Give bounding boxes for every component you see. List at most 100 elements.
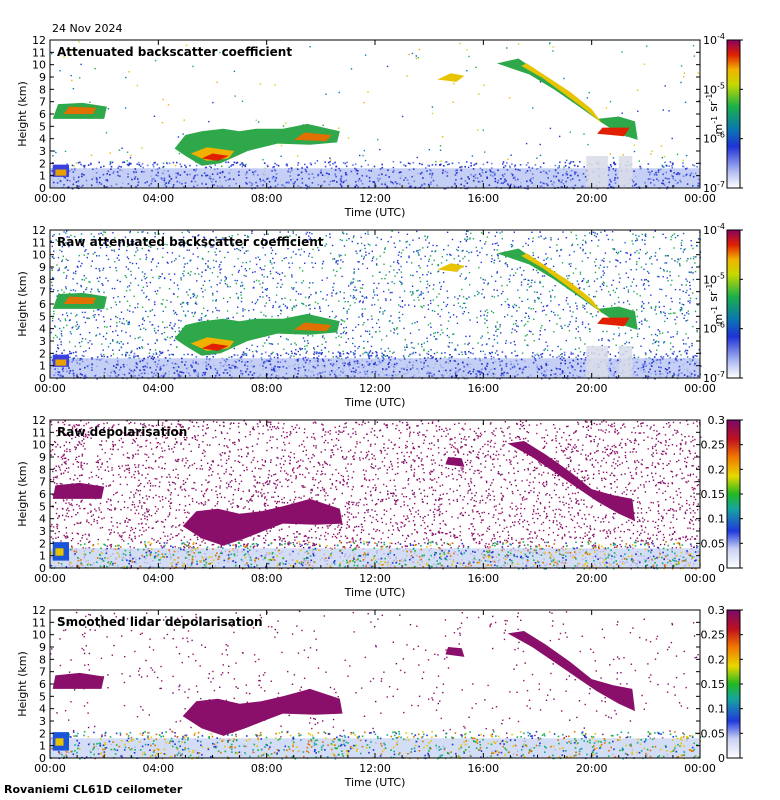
boundary-layer-pixel bbox=[144, 365, 146, 368]
noise-pixel bbox=[236, 248, 238, 250]
noise-pixel bbox=[182, 273, 184, 275]
noise-pixel bbox=[283, 236, 286, 238]
noise-pixel bbox=[353, 296, 356, 299]
noise-pixel bbox=[164, 306, 167, 308]
boundary-layer-pixel bbox=[316, 360, 319, 362]
noise-pixel bbox=[663, 166, 665, 168]
noise-pixel bbox=[194, 311, 196, 314]
noise-pixel bbox=[174, 165, 177, 167]
noise-pixel bbox=[541, 378, 543, 380]
noise-pixel bbox=[601, 337, 603, 340]
noise-pixel bbox=[201, 271, 203, 273]
noise-pixel bbox=[663, 305, 665, 308]
noise-pixel bbox=[539, 154, 542, 157]
boundary-layer-pixel bbox=[642, 366, 645, 368]
noise-pixel bbox=[416, 290, 418, 292]
noise-pixel bbox=[215, 299, 217, 301]
noise-pixel bbox=[167, 104, 170, 106]
boundary-layer-pixel bbox=[274, 185, 277, 188]
boundary-layer-pixel bbox=[521, 371, 524, 374]
boundary-layer-pixel bbox=[454, 169, 457, 172]
boundary-layer-pixel bbox=[116, 376, 118, 378]
noise-pixel bbox=[147, 315, 149, 318]
boundary-layer-pixel bbox=[266, 178, 268, 180]
noise-pixel bbox=[453, 333, 455, 335]
noise-pixel bbox=[478, 93, 480, 95]
noise-pixel bbox=[320, 290, 322, 293]
boundary-layer-pixel bbox=[194, 174, 196, 177]
noise-pixel bbox=[527, 298, 529, 301]
boundary-layer-pixel bbox=[353, 375, 356, 377]
boundary-layer-pixel bbox=[542, 170, 545, 172]
boundary-layer-pixel bbox=[527, 162, 529, 164]
boundary-layer-pixel bbox=[271, 177, 274, 180]
boundary-layer-pixel bbox=[180, 165, 183, 168]
noise-pixel bbox=[506, 264, 508, 266]
noise-pixel bbox=[272, 305, 274, 307]
boundary-layer-pixel bbox=[116, 363, 118, 366]
noise-pixel bbox=[546, 304, 549, 307]
noise-pixel bbox=[284, 377, 286, 380]
noise-pixel bbox=[81, 311, 84, 314]
noise-pixel bbox=[95, 267, 97, 270]
noise-pixel bbox=[650, 294, 652, 296]
boundary-layer-pixel bbox=[659, 168, 662, 171]
boundary-layer-pixel bbox=[634, 371, 636, 373]
noise-pixel bbox=[434, 310, 436, 312]
noise-pixel bbox=[662, 233, 664, 235]
noise-pixel bbox=[545, 314, 547, 316]
noise-pixel bbox=[579, 287, 581, 289]
noise-pixel bbox=[247, 49, 249, 51]
noise-pixel bbox=[121, 322, 123, 324]
noise-pixel bbox=[268, 336, 270, 338]
noise-pixel bbox=[242, 310, 244, 312]
noise-pixel bbox=[362, 301, 364, 304]
noise-pixel bbox=[584, 326, 587, 329]
noise-pixel bbox=[83, 355, 85, 357]
noise-pixel bbox=[226, 284, 228, 286]
noise-pixel bbox=[533, 291, 536, 293]
noise-pixel bbox=[591, 240, 593, 242]
noise-pixel bbox=[71, 327, 73, 329]
boundary-layer-pixel bbox=[412, 168, 415, 170]
noise-pixel bbox=[328, 316, 331, 318]
noise-pixel bbox=[400, 271, 402, 273]
noise-pixel bbox=[478, 266, 480, 269]
noise-pixel bbox=[467, 343, 469, 346]
noise-pixel bbox=[57, 347, 60, 350]
noise-pixel bbox=[120, 341, 122, 343]
noise-pixel bbox=[439, 145, 442, 147]
boundary-layer-pixel bbox=[250, 182, 253, 185]
boundary-layer-pixel bbox=[531, 355, 534, 358]
boundary-layer-pixel bbox=[550, 369, 553, 372]
noise-pixel bbox=[364, 330, 367, 332]
noise-pixel bbox=[201, 312, 203, 315]
x-tick-label: 20:00 bbox=[576, 192, 608, 205]
boundary-layer-band bbox=[50, 358, 700, 378]
noise-pixel bbox=[146, 295, 148, 298]
noise-pixel bbox=[173, 339, 176, 342]
boundary-layer-pixel bbox=[435, 358, 437, 360]
noise-pixel bbox=[311, 256, 313, 259]
noise-pixel bbox=[575, 238, 578, 240]
noise-pixel bbox=[225, 277, 228, 279]
noise-pixel bbox=[90, 154, 93, 156]
noise-pixel bbox=[650, 334, 653, 336]
boundary-layer-pixel bbox=[316, 357, 318, 359]
noise-pixel bbox=[486, 315, 488, 317]
noise-pixel bbox=[462, 313, 464, 315]
noise-pixel bbox=[272, 267, 274, 269]
noise-pixel bbox=[408, 304, 410, 306]
noise-pixel bbox=[459, 241, 462, 243]
noise-pixel bbox=[429, 299, 432, 302]
noise-pixel bbox=[585, 242, 587, 244]
noise-pixel bbox=[606, 330, 608, 333]
noise-pixel bbox=[656, 334, 658, 337]
boundary-layer-pixel bbox=[661, 182, 663, 185]
noise-pixel bbox=[606, 266, 609, 268]
noise-pixel bbox=[463, 311, 465, 313]
boundary-layer-pixel bbox=[501, 351, 504, 353]
noise-pixel bbox=[219, 51, 221, 54]
boundary-layer-pixel bbox=[252, 171, 254, 174]
boundary-layer-pixel bbox=[378, 174, 380, 176]
